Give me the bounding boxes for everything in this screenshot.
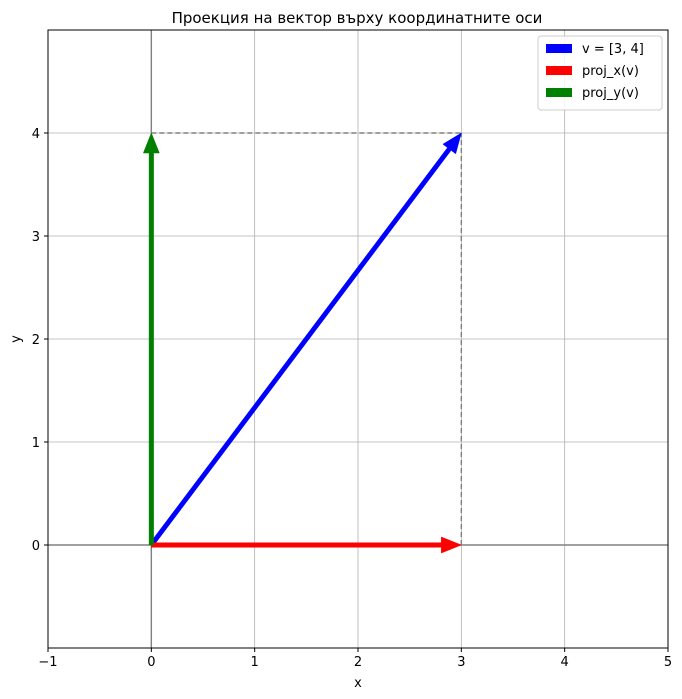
y-tick-label: 3 [32,230,40,245]
y-tick-label: 2 [32,333,40,348]
x-tick-label: 5 [664,655,672,670]
legend-swatch [546,44,572,53]
legend-swatch [546,88,572,97]
grid [47,30,669,648]
legend-label: proj_y(v) [582,86,639,101]
x-tick-label: 3 [457,655,465,670]
legend: v = [3, 4] proj_x(v) proj_y(v) [537,35,663,111]
legend-label: v = [3, 4] [582,42,644,57]
y-tick-label: 4 [32,127,40,142]
x-tick-label: 1 [251,655,259,670]
ticks: −1 0 1 2 3 4 5 0 1 2 3 4 [32,127,672,670]
chart-title: Проекция на вектор върху координатните о… [172,9,543,27]
x-axis-label: x [354,676,362,691]
x-tick-label: 0 [147,655,155,670]
vector-arrow [142,132,160,546]
y-axis-label: y [9,335,24,343]
x-tick-label: −1 [38,655,57,670]
guide-lines [151,132,463,545]
y-tick-label: 0 [32,539,40,554]
legend-label: proj_x(v) [582,64,639,79]
x-tick-label: 2 [354,655,362,670]
x-tick-label: 4 [561,655,569,670]
vectors [142,132,463,554]
legend-swatch [546,66,572,75]
y-tick-label: 1 [32,436,40,451]
vector-arrow [149,132,462,547]
vector-arrow [151,536,463,554]
